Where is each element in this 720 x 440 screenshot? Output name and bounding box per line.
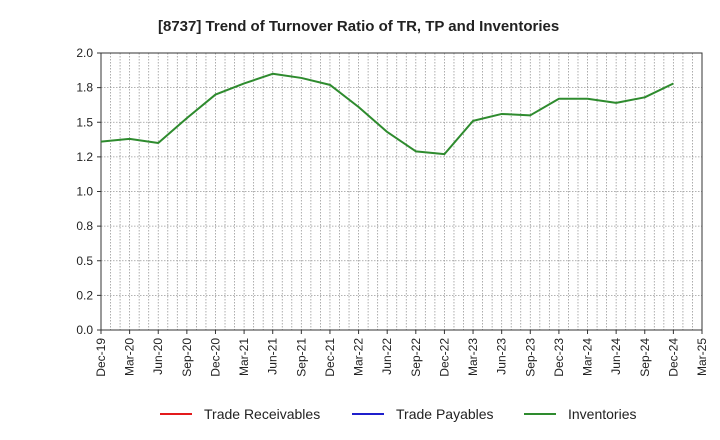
- y-tick-label: 1.0: [76, 185, 93, 199]
- legend: Trade Receivables Trade Payables Inventori…: [160, 406, 636, 422]
- x-tick-label: Jun-23: [495, 338, 509, 375]
- x-tick-label: Mar-24: [581, 338, 595, 376]
- x-tick-label: Dec-21: [323, 338, 337, 377]
- x-tick-label: Sep-21: [294, 338, 308, 377]
- x-tick-label: Jun-22: [380, 338, 394, 375]
- x-tick-label: Dec-23: [552, 338, 566, 377]
- x-tick-label: Jun-21: [266, 338, 280, 375]
- legend-label: Trade Payables: [396, 406, 494, 422]
- y-tick-label: 2.0: [76, 46, 93, 60]
- x-tick-label: Mar-25: [695, 338, 709, 376]
- chart-title: [8737] Trend of Turnover Ratio of TR, TP…: [158, 18, 559, 35]
- y-tick-label: 1.5: [76, 115, 93, 129]
- x-tick-label: Sep-23: [523, 338, 537, 377]
- legend-label: Inventories: [568, 406, 636, 422]
- legend-label: Trade Receivables: [204, 406, 320, 422]
- x-tick-label: Mar-22: [352, 338, 366, 376]
- y-tick-label: 1.2: [76, 150, 93, 164]
- x-tick-label: Jun-20: [151, 338, 165, 375]
- x-tick-label: Dec-20: [208, 338, 222, 377]
- x-tick-label: Sep-20: [180, 338, 194, 377]
- x-tick-label: Dec-22: [437, 338, 451, 377]
- x-axis-ticks: Dec-19 Mar-20 Jun-20 Sep-20 Dec-20 Mar-21 Jun-…: [94, 330, 709, 377]
- x-tick-label: Jun-24: [609, 338, 623, 375]
- y-tick-label: 0.8: [76, 219, 93, 233]
- x-tick-label: Dec-24: [666, 338, 680, 377]
- x-tick-label: Mar-23: [466, 338, 480, 376]
- plot-area: [100, 52, 703, 331]
- x-tick-label: Sep-22: [409, 338, 423, 377]
- y-tick-label: 0.2: [76, 288, 93, 302]
- x-tick-label: Dec-19: [94, 338, 108, 377]
- series-lines: [100, 72, 674, 156]
- y-tick-label: 0.5: [76, 254, 93, 268]
- y-axis-ticks: 0.0 0.2 0.5 0.8 1.0 1.2 1.5 1.8 2.0: [76, 46, 101, 337]
- x-tick-label: Mar-21: [237, 338, 251, 376]
- y-tick-label: 0.0: [76, 323, 93, 337]
- x-tick-label: Sep-24: [638, 338, 652, 377]
- y-tick-label: 1.8: [76, 81, 93, 95]
- x-tick-label: Mar-20: [123, 338, 137, 376]
- series-line-inventories: [100, 72, 674, 156]
